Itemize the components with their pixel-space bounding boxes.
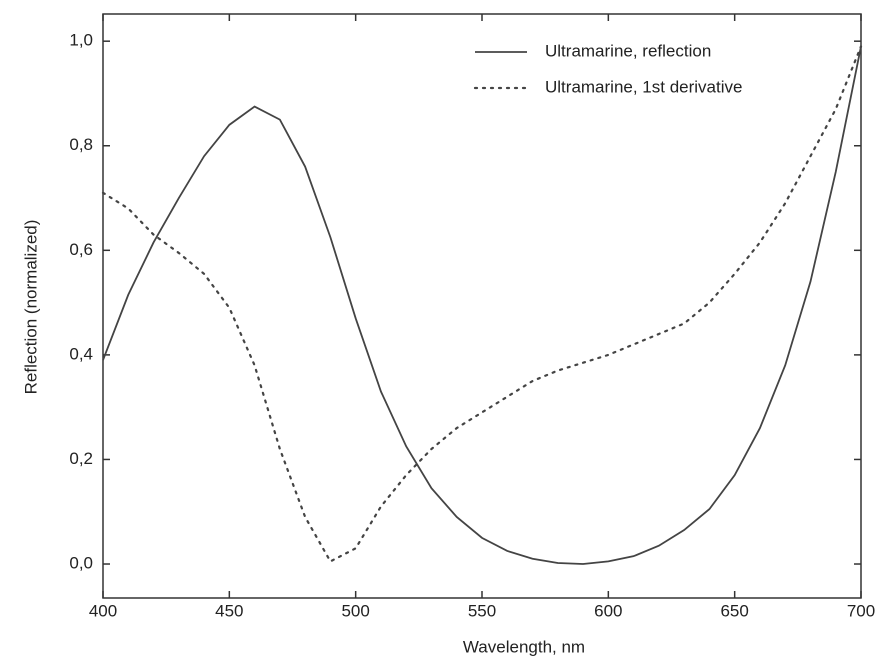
y-tick-label: 0,8 — [69, 135, 93, 154]
x-tick-label: 500 — [341, 601, 369, 620]
x-tick-label: 400 — [89, 601, 117, 620]
x-tick-label: 600 — [594, 601, 622, 620]
x-tick-label: 450 — [215, 601, 243, 620]
line-series — [101, 45, 863, 563]
y-axis-label: Reflection (normalized) — [21, 220, 40, 395]
x-axis-label: Wavelength, nm — [463, 637, 585, 656]
y-tick-label: 0,6 — [69, 240, 93, 259]
line-series — [102, 46, 862, 565]
y-tick-label: 0,2 — [69, 449, 93, 468]
legend-label: Ultramarine, reflection — [545, 41, 711, 60]
y-tick-label: 0,4 — [69, 344, 93, 363]
y-tick-label: 1,0 — [69, 31, 93, 50]
plot-frame — [102, 13, 862, 599]
x-tick-label: 700 — [847, 601, 875, 620]
x-tick-label: 550 — [468, 601, 496, 620]
y-tick-label: 0,0 — [69, 554, 93, 573]
legend-label: Ultramarine, 1st derivative — [545, 77, 742, 96]
x-tick-label: 650 — [720, 601, 748, 620]
